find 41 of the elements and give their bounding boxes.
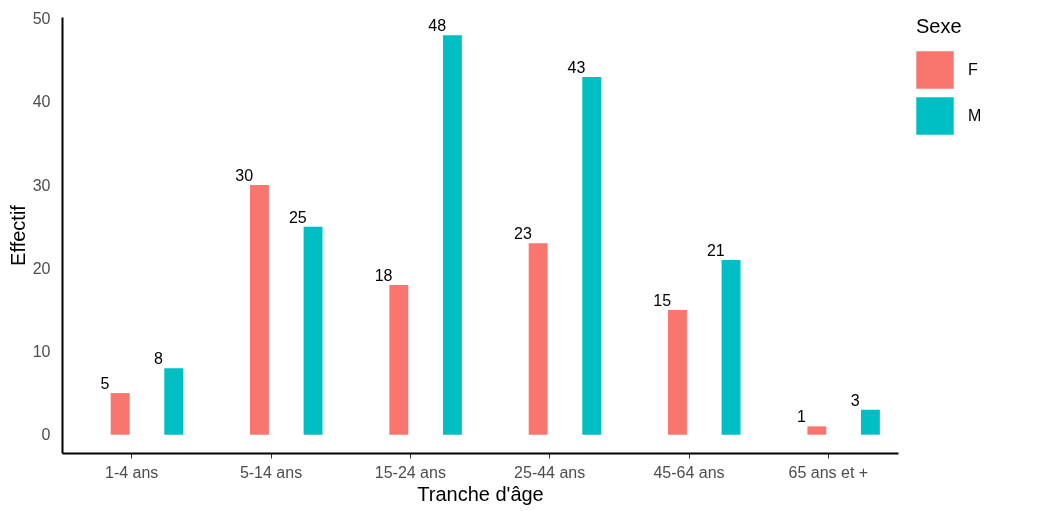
data-label: 25	[288, 208, 307, 226]
data-label: 43	[567, 58, 586, 76]
y-tick-label: 30	[32, 176, 51, 194]
y-tick-label: 20	[32, 259, 51, 277]
data-label: 18	[374, 266, 393, 284]
bar	[721, 259, 741, 435]
legend-label: F	[968, 61, 978, 78]
data-label: 8	[154, 350, 164, 368]
data-label: 30	[235, 167, 254, 185]
y-tick-label: 50	[32, 10, 51, 28]
legend-title: Sexe	[916, 15, 962, 37]
data-label: 1	[797, 408, 807, 426]
bar	[442, 35, 462, 435]
x-tick-label: 15-24 ans	[374, 463, 446, 481]
bar	[250, 185, 269, 435]
y-tick-label: 10	[32, 342, 51, 360]
legend-label: M	[968, 107, 982, 124]
bar	[582, 76, 602, 435]
y-axis-title: Effectif	[6, 204, 29, 266]
bar	[389, 284, 409, 435]
y-tick-label: 0	[41, 426, 51, 444]
bar	[860, 409, 880, 435]
x-tick-label: 5-14 ans	[239, 463, 303, 481]
x-tick-label: 45-64 ans	[653, 463, 725, 481]
data-label: 48	[428, 17, 447, 35]
x-tick-label: 65 ans et +	[788, 463, 869, 481]
x-tick-label: 25-44 ans	[514, 463, 586, 481]
data-label: 15	[653, 291, 672, 309]
x-tick-label: 1-4 ans	[104, 463, 159, 481]
data-label: 23	[513, 225, 532, 243]
bar	[164, 368, 184, 435]
y-tick-label: 40	[32, 93, 51, 111]
data-label: 3	[850, 391, 860, 409]
bar	[528, 243, 548, 435]
bar	[807, 426, 827, 435]
bar	[303, 226, 323, 435]
data-label: 5	[100, 375, 110, 393]
bar	[668, 309, 687, 435]
bar	[110, 393, 130, 435]
x-axis-title: Tranche d'âge	[417, 482, 544, 505]
data-label: 21	[706, 241, 725, 259]
